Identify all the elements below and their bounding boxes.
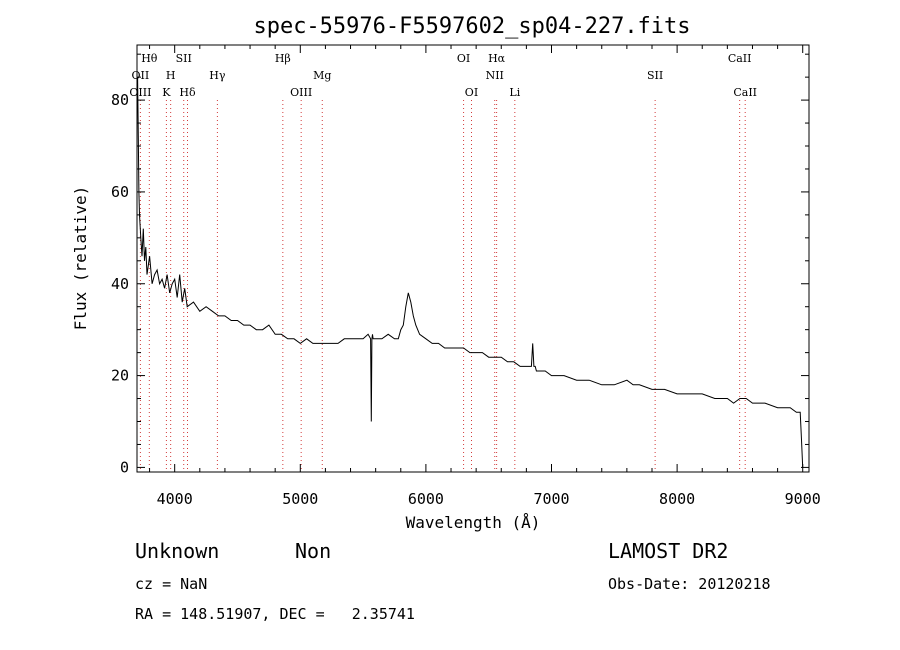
line-marker-label: OI bbox=[457, 52, 470, 65]
x-tick-label: 4000 bbox=[157, 490, 193, 508]
coordinates: RA = 148.51907, DEC = 2.35741 bbox=[135, 605, 415, 623]
redshift-cz: cz = NaN bbox=[135, 575, 208, 593]
line-marker-label: K bbox=[162, 86, 171, 99]
x-tick-label: 6000 bbox=[408, 490, 444, 508]
x-tick-label: 9000 bbox=[785, 490, 821, 508]
x-tick-label: 7000 bbox=[533, 490, 569, 508]
plot-frame bbox=[136, 44, 810, 473]
object-subclass: Non bbox=[295, 539, 332, 563]
observation-date: Obs-Date: 20120218 bbox=[608, 575, 771, 593]
line-marker-label: SII bbox=[176, 52, 192, 65]
line-marker-label: Mg bbox=[313, 69, 331, 82]
y-tick-label: 0 bbox=[120, 458, 129, 476]
object-class: Unknown bbox=[135, 539, 220, 563]
y-tick-label: 80 bbox=[111, 91, 129, 109]
line-marker-label: Hβ bbox=[275, 52, 291, 65]
line-marker-label: OII bbox=[132, 69, 150, 82]
line-marker-label: Hθ bbox=[141, 52, 158, 65]
line-marker-label: H bbox=[166, 69, 176, 82]
y-axis-label: Flux (relative) bbox=[71, 186, 90, 331]
line-marker-label: CaII bbox=[728, 52, 752, 65]
line-marker-label: OIII bbox=[129, 86, 151, 99]
line-marker-label: OIII bbox=[290, 86, 312, 99]
line-marker-label: CaII bbox=[733, 86, 757, 99]
line-marker-label: SII bbox=[647, 69, 663, 82]
y-tick-label: 40 bbox=[111, 275, 129, 293]
survey-name: LAMOST DR2 bbox=[608, 539, 729, 563]
line-marker-label: Hγ bbox=[209, 69, 226, 82]
line-marker-label: Hα bbox=[488, 52, 506, 65]
spectrum-series bbox=[136, 77, 804, 468]
line-marker-label: Hδ bbox=[179, 86, 196, 99]
spectrum-line bbox=[136, 77, 804, 468]
line-marker-label: NII bbox=[486, 69, 504, 82]
x-tick-label: 5000 bbox=[282, 490, 318, 508]
x-axis-label: Wavelength (Å) bbox=[406, 513, 541, 532]
line-marker-label: OI bbox=[465, 86, 478, 99]
chart-title: spec-55976-F5597602_sp04-227.fits bbox=[253, 14, 690, 39]
y-tick-label: 60 bbox=[111, 183, 129, 201]
y-tick-label: 20 bbox=[111, 367, 129, 385]
line-marker-label: Li bbox=[509, 86, 520, 99]
axis-ticks: 4000 5000 6000 7000 8000 9000 0 20 40 60 80 bbox=[111, 45, 821, 508]
x-tick-label: 8000 bbox=[659, 490, 695, 508]
